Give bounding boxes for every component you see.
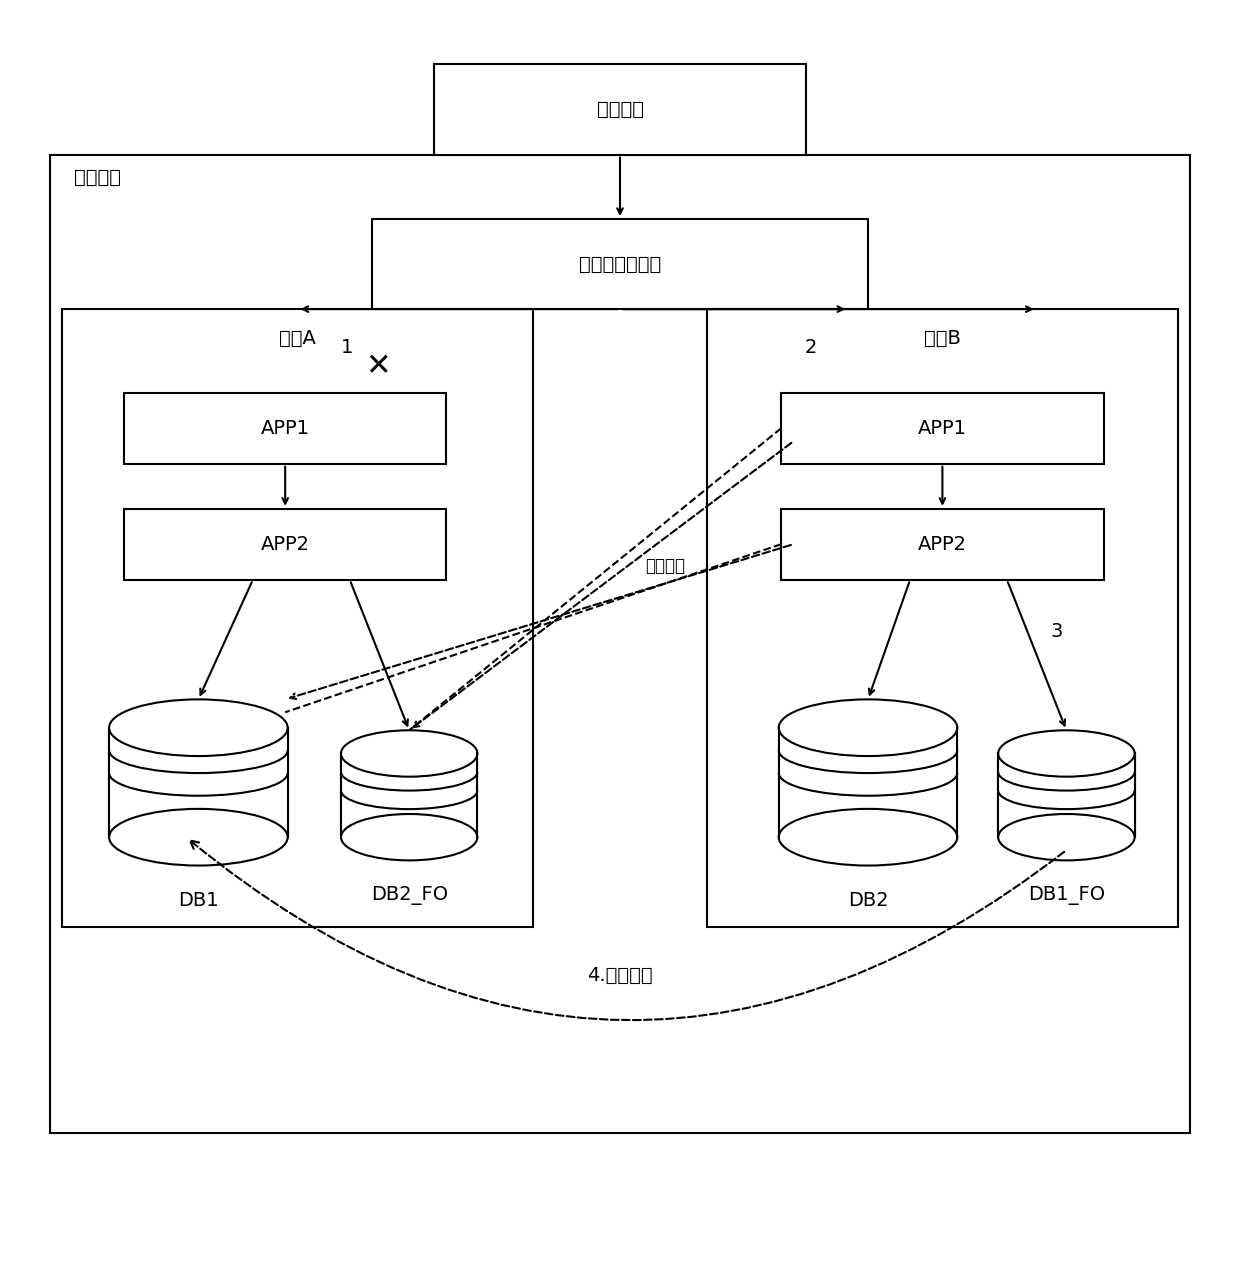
Text: 商户系统: 商户系统	[596, 100, 644, 118]
Text: 3: 3	[1050, 622, 1063, 640]
FancyBboxPatch shape	[372, 219, 868, 309]
FancyBboxPatch shape	[124, 509, 446, 580]
Text: 4.数据回迁: 4.数据回迁	[588, 966, 652, 985]
Text: APP1: APP1	[260, 419, 310, 438]
FancyBboxPatch shape	[781, 393, 1104, 464]
FancyBboxPatch shape	[341, 753, 477, 837]
Ellipse shape	[998, 730, 1135, 777]
Text: 1: 1	[341, 339, 353, 357]
Ellipse shape	[341, 730, 477, 777]
FancyBboxPatch shape	[124, 393, 446, 464]
FancyBboxPatch shape	[781, 509, 1104, 580]
Text: ✕: ✕	[366, 353, 391, 381]
Text: 请求路由子系统: 请求路由子系统	[579, 255, 661, 273]
FancyBboxPatch shape	[62, 309, 533, 927]
FancyArrowPatch shape	[190, 841, 1064, 1020]
Ellipse shape	[779, 809, 957, 866]
Text: 2: 2	[805, 339, 817, 357]
FancyBboxPatch shape	[109, 728, 288, 837]
Text: 补偿查询: 补偿查询	[645, 558, 684, 576]
Text: 支付系统: 支付系统	[74, 167, 122, 187]
Text: 机房A: 机房A	[279, 328, 316, 348]
FancyBboxPatch shape	[50, 155, 1190, 1133]
FancyBboxPatch shape	[434, 64, 806, 155]
Ellipse shape	[341, 814, 477, 860]
Text: APP1: APP1	[918, 419, 967, 438]
Text: APP2: APP2	[918, 535, 967, 554]
Text: DB1_FO: DB1_FO	[1028, 886, 1105, 905]
Ellipse shape	[779, 699, 957, 756]
Ellipse shape	[109, 809, 288, 866]
Text: APP2: APP2	[260, 535, 310, 554]
Ellipse shape	[109, 699, 288, 756]
FancyBboxPatch shape	[707, 309, 1178, 927]
Text: DB2: DB2	[848, 891, 888, 911]
Text: DB1: DB1	[179, 891, 218, 911]
Text: 机房B: 机房B	[924, 328, 961, 348]
Ellipse shape	[998, 814, 1135, 860]
FancyBboxPatch shape	[998, 753, 1135, 837]
FancyBboxPatch shape	[779, 728, 957, 837]
Text: DB2_FO: DB2_FO	[371, 886, 448, 905]
